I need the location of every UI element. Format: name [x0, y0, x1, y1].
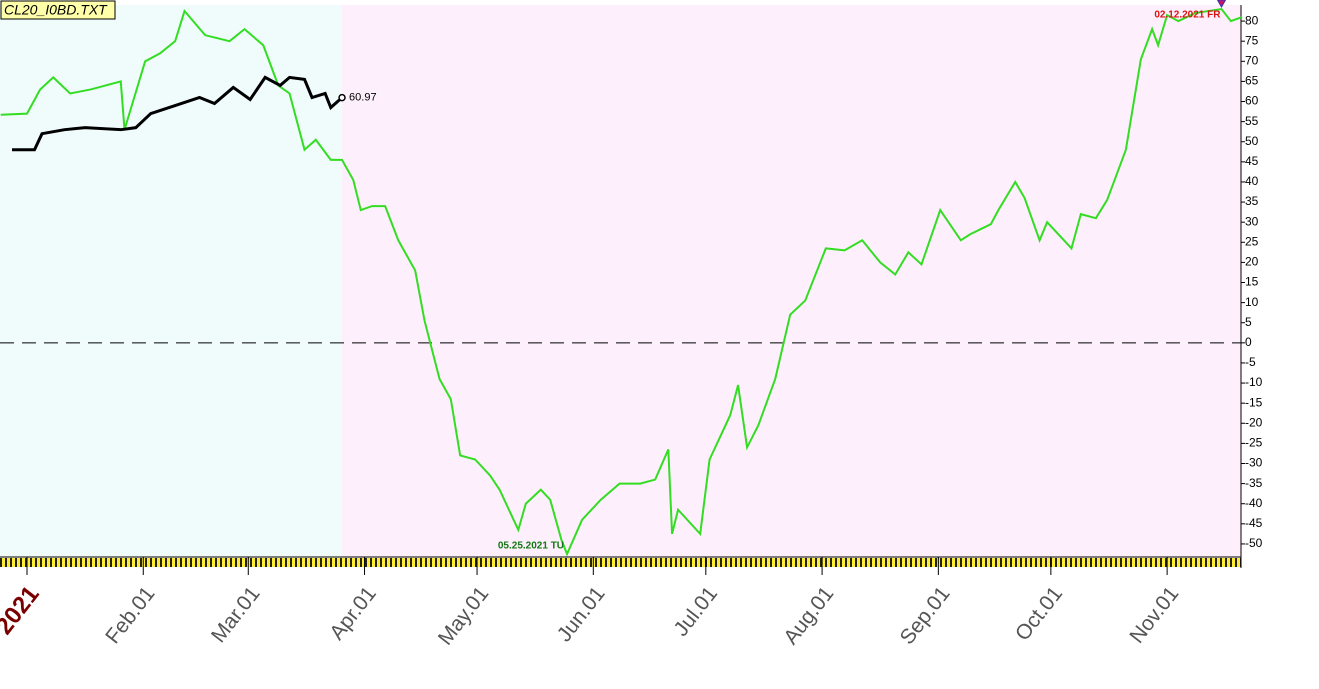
y-tick-label: -10 [1245, 375, 1263, 389]
x-tick-label: Aug.01 [779, 582, 838, 649]
x-tick-label: Jul.01 [670, 582, 723, 640]
y-tick-label: 75 [1245, 33, 1259, 47]
y-tick-label: 15 [1245, 275, 1259, 289]
y-tick-label: -5 [1245, 355, 1256, 369]
y-tick-label: 30 [1245, 214, 1259, 228]
y-tick-label: -30 [1245, 456, 1263, 470]
y-tick-label: 40 [1245, 174, 1259, 188]
y-tick-label: -20 [1245, 415, 1263, 429]
x-tick-label: Apr.01 [325, 582, 381, 644]
y-tick-label: 50 [1245, 134, 1259, 148]
x-tick-label: Oct.01 [1011, 582, 1067, 645]
y-tick-label: 80 [1245, 13, 1259, 27]
series-line [12, 75, 344, 152]
y-tick-label: 45 [1245, 154, 1259, 168]
series-line [0, 7, 1243, 557]
end-marker [338, 93, 346, 102]
minor-ticks [0, 558, 1241, 567]
y-tick-label: 10 [1245, 295, 1259, 309]
y-tick-label: 25 [1245, 234, 1259, 248]
y-tick-label: -45 [1245, 516, 1263, 530]
x-tick-label: Mar.01 [207, 582, 265, 647]
y-tick-label: 5 [1245, 315, 1252, 329]
chart-title: CL20_I0BD.TXT [4, 2, 108, 18]
annotation: 05.25.2021 TU [498, 541, 564, 552]
x-tick-label: Nov.01 [1125, 582, 1183, 647]
y-tick-label: 20 [1245, 255, 1259, 269]
x-tick-label: 2021 [0, 581, 45, 640]
title-box [0, 0, 116, 20]
value-label: 60.97 [349, 92, 377, 104]
y-tick-label: -35 [1245, 476, 1263, 490]
y-tick-label: 70 [1245, 53, 1259, 67]
y-tick-label: -25 [1245, 436, 1263, 450]
y-tick-label: 60 [1245, 94, 1259, 108]
y-tick-label: -50 [1245, 536, 1263, 550]
y-tick-label: 55 [1245, 114, 1259, 128]
x-tick-label: Sep.01 [896, 582, 955, 649]
y-tick-label: 65 [1245, 74, 1259, 88]
x-tick-label: Jun.01 [553, 582, 610, 646]
background-region [0, 5, 343, 557]
y-tick-label: 0 [1245, 335, 1252, 349]
y-tick-label: -40 [1245, 496, 1263, 510]
peak-arrow [1216, 0, 1227, 9]
background-region [342, 5, 1242, 557]
annotation: 02.12.2021 FR [1154, 10, 1221, 21]
x-tick-label: Feb.01 [101, 582, 159, 648]
y-tick-label: 35 [1245, 194, 1259, 208]
y-tick-label: -15 [1245, 395, 1263, 409]
x-tick-label: May.01 [434, 582, 494, 649]
